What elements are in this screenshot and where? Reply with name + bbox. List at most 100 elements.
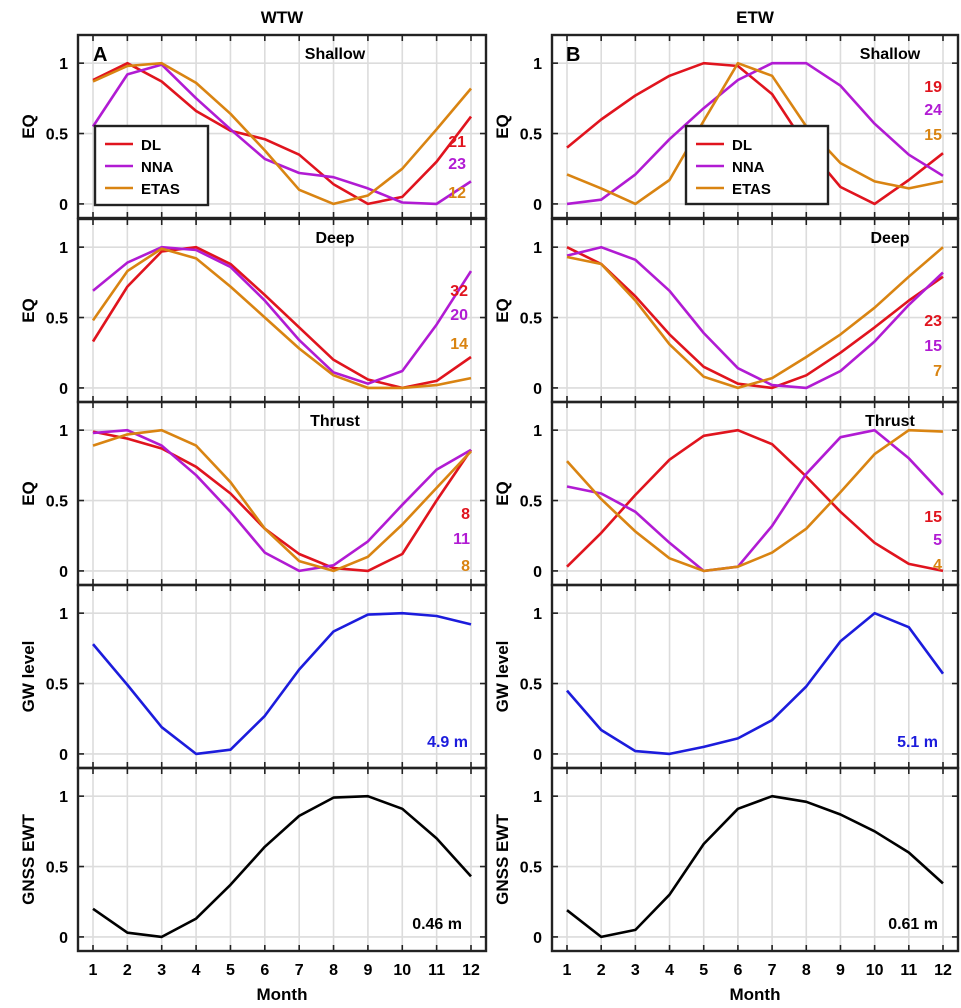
series-line-gnss [92,794,472,939]
annotation-count-etas: 14 [450,336,468,353]
legend-label-dl: DL [732,137,752,154]
annotation-count-nna: 23 [448,156,466,173]
y-tick-label: 1 [533,789,542,806]
x-tick-label: 12 [934,962,952,979]
panel-title-shallow: Shallow [860,46,921,63]
panel-wtw-3: 0 0.5 1 EQ Thrust 8 11 8 [19,400,488,587]
annotation-count-nna: 5 [933,532,942,549]
y-tick-label: 0 [533,381,542,398]
y-tick-label: 1 [533,423,542,440]
y-tick-label: 0.5 [46,860,68,877]
y-tick-label: 0.5 [46,494,68,511]
annotation-count-dl: 19 [924,79,942,96]
x-tick-label: 6 [733,962,742,979]
annotation-count-nna: 20 [450,307,468,324]
y-axis-label: EQ [19,481,38,506]
x-axis-label: Month [257,985,308,1004]
annotation-count-dl: 21 [448,134,466,151]
column-title-etw: ETW [736,8,775,27]
y-axis-label: GW level [19,641,38,713]
annotation-count-nna: 11 [453,531,470,548]
series-line-gw [92,611,472,756]
y-tick-label: 0 [533,747,542,764]
series-line-dl [92,430,473,573]
axes-frame [76,766,488,953]
y-axis-label: EQ [493,298,512,323]
y-axis-label: EQ [493,114,512,139]
x-tick-label: 9 [836,962,845,979]
x-tick-label: 10 [393,962,411,979]
annotation-count-dl: 8 [461,506,470,523]
x-tick-label: 7 [768,962,777,979]
x-tick-label: 11 [900,962,917,979]
y-tick-label: 0.5 [520,311,542,328]
legend-label-etas: ETAS [732,181,771,198]
y-tick-label: 0.5 [46,311,68,328]
panel-title-thrust: Thrust [865,413,915,430]
series-line-dl [566,246,944,390]
x-tick-label: 7 [295,962,304,979]
series-line-dl [566,428,944,573]
annotation-amplitude: 4.9 m [427,734,468,751]
annotation-amplitude: 0.46 m [412,916,462,933]
series-line-dl [92,61,473,206]
x-axis-label: Month [730,985,781,1004]
y-tick-label: 0.5 [520,494,542,511]
x-tick-label: 5 [699,962,708,979]
y-tick-label: 1 [533,56,542,73]
series-line-etas [91,247,472,390]
series-line-etas [92,61,472,206]
x-tick-label: 5 [226,962,235,979]
y-tick-label: 0 [533,197,542,214]
y-axis-label: EQ [19,114,38,139]
panel-etw-2: 0 0.5 1 EQ Deep 23 15 7 [493,217,960,404]
y-tick-label: 0.5 [520,127,542,144]
y-axis-label: EQ [19,298,38,323]
annotation-count-etas: 15 [924,127,942,144]
y-tick-label: 1 [59,56,68,73]
annotation-count-dl: 23 [924,313,942,330]
x-tick-label: 2 [123,962,132,979]
annotation-amplitude: 5.1 m [897,734,938,751]
panel-title-deep: Deep [315,230,354,247]
panel-grid: 0 0.5 1 EQ Shallow 21 23 12 0 0.5 1 EQ Deep 3 2 20 14 0 0.… [19,33,960,1004]
series-line-nna [566,428,944,573]
legend-etw: DL NNA ETAS [684,124,830,206]
series-line-nna [92,245,473,386]
y-tick-label: 0.5 [520,860,542,877]
legend-label-nna: NNA [732,159,765,176]
x-tick-label: 1 [89,962,98,979]
y-tick-label: 1 [533,606,542,623]
panel-wtw-4: 0 0.5 1 GW level 4.9 m [19,583,488,770]
legend-label-nna: NNA [141,159,174,176]
annotation-count-nna: 15 [924,338,942,355]
panel-letter-a: A [93,44,107,66]
legend-label-dl: DL [141,137,161,154]
series-line-gnss [566,794,944,939]
annotation-count-dl: 15 [924,509,942,526]
panel-title-deep: Deep [870,230,909,247]
x-tick-label: 3 [631,962,640,979]
x-tick-label: 8 [802,962,811,979]
annotation-count-etas: 12 [448,185,466,202]
series-line-etas [92,428,472,573]
y-tick-label: 0.5 [46,677,68,694]
y-tick-label: 1 [59,240,68,257]
y-axis-label: GNSS EWT [19,814,38,905]
series-line-nna [92,428,472,573]
y-tick-label: 0 [59,564,68,581]
panel-title-shallow: Shallow [305,46,366,63]
x-tick-label: 3 [157,962,166,979]
legend-label-etas: ETAS [141,181,180,198]
panel-title-thrust: Thrust [310,413,360,430]
x-tick-label: 11 [428,962,445,979]
y-tick-label: 0 [59,197,68,214]
x-tick-label: 8 [329,962,338,979]
x-tick-label: 12 [462,962,480,979]
y-tick-label: 0 [59,747,68,764]
y-tick-label: 1 [59,423,68,440]
series-line-etas [566,61,944,206]
